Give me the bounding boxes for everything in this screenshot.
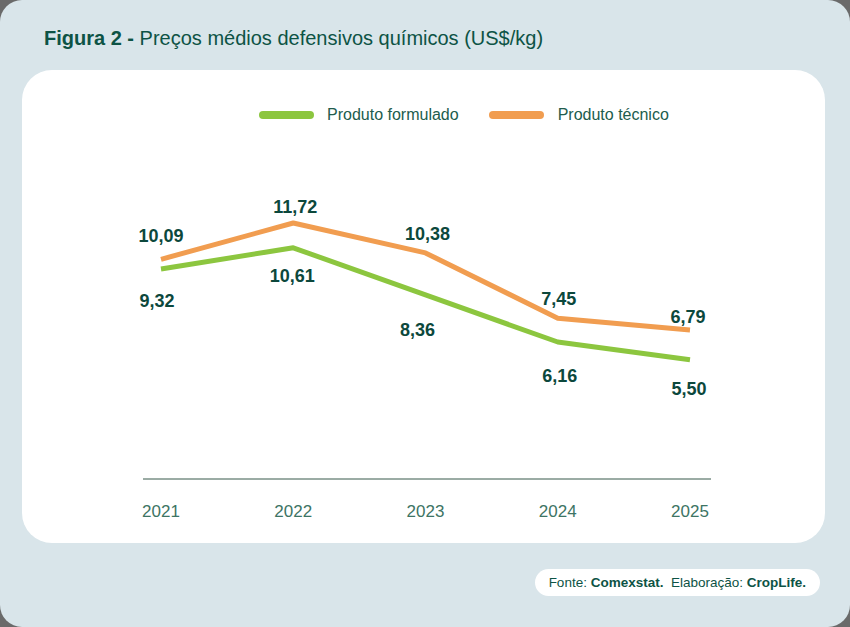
x-axis-tick-label: 2023 [407,502,445,521]
x-axis-tick-label: 2022 [274,502,312,521]
figure-title-text: Preços médios defensivos químicos (US$/k… [140,27,544,49]
x-axis-tick-label: 2025 [671,502,709,521]
figure-title-prefix: Figura 2 - [44,27,140,49]
data-label: 8,36 [400,320,435,340]
data-label: 9,32 [139,291,174,311]
source-pill: Fonte: Comexstat. Elaboração: CropLife. [535,569,820,596]
figure-title: Figura 2 - Preços médios defensivos quím… [44,27,543,50]
x-axis-tick-label: 2021 [142,502,180,521]
data-label: 11,72 [273,197,317,217]
series-line-produto-formulado [161,248,690,360]
data-label: 6,16 [542,366,577,386]
data-label: 10,61 [270,266,315,286]
source-value: Comexstat. [591,575,664,590]
chart-canvas: 2021 2022 2023 2024 2025 9,32 10,61 8,36 6,16 5,5… [22,70,825,543]
elaboration-label: Elaboração: [663,575,746,590]
data-label: 6,79 [670,307,705,327]
elaboration-value: CropLife. [747,575,806,590]
data-label: 5,50 [671,379,706,399]
page-background: Figura 2 - Preços médios defensivos quím… [0,0,850,627]
data-label: 7,45 [541,289,576,309]
source-label: Fonte: [549,575,591,590]
data-label: 10,09 [138,226,183,246]
chart-card: Produto formulado Produto técnico 202120… [22,70,825,543]
data-label: 10,38 [405,224,450,244]
x-axis-tick-label: 2024 [539,502,577,521]
